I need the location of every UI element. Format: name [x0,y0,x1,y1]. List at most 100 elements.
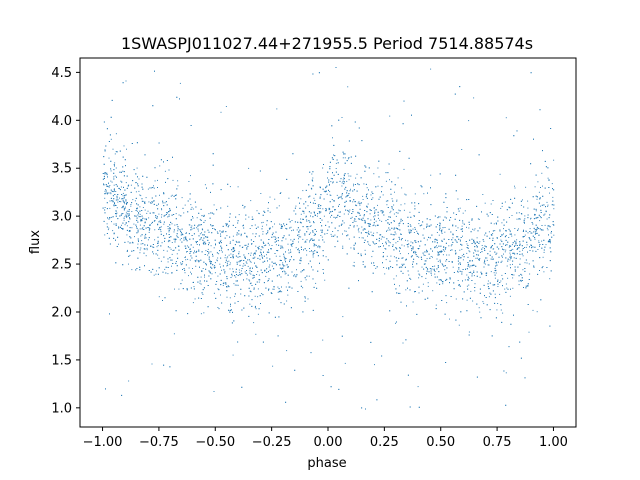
data-point [238,233,240,235]
data-point [452,233,454,235]
data-point [217,288,219,290]
data-point [133,250,135,252]
data-point [204,231,206,233]
data-point [525,259,527,261]
data-point [302,226,304,228]
data-point [526,244,528,246]
data-point [530,239,532,241]
data-point [429,219,431,221]
data-point [137,204,139,206]
data-point [285,272,287,274]
data-point [233,283,235,285]
data-point [109,185,111,186]
data-point [276,108,278,110]
data-point [148,229,150,231]
data-point [322,208,324,210]
data-point [233,250,235,252]
data-point [509,256,511,258]
data-point [103,156,105,158]
data-point [118,243,119,245]
data-point [161,208,162,210]
data-point [409,289,411,291]
data-point [279,259,281,261]
data-point [308,233,310,235]
data-point [128,255,130,257]
data-point [175,310,177,312]
data-point [141,186,143,188]
data-point [533,266,535,268]
data-point [532,309,534,311]
data-point [244,256,246,258]
data-point [110,197,112,199]
data-point [205,236,207,238]
data-point [298,236,300,238]
data-point [343,177,345,179]
data-point [297,197,299,199]
data-point [381,212,383,214]
data-point [411,114,412,116]
data-point [394,283,395,285]
data-point [510,257,512,259]
data-point [318,72,320,74]
data-point [258,281,260,283]
data-point [437,266,439,268]
data-point [147,227,149,228]
data-point [330,177,332,179]
data-point [350,175,352,177]
data-point [487,283,489,285]
data-point [498,248,500,250]
data-point [334,246,336,248]
data-point [151,197,153,199]
data-point [121,227,123,229]
data-point [104,177,105,179]
data-point [229,264,231,266]
data-point [255,308,257,310]
data-point [139,213,141,215]
data-point [495,265,497,267]
data-point [499,282,501,283]
data-point [363,215,365,217]
data-point [380,234,382,236]
data-point [110,180,112,182]
data-point [178,249,180,251]
data-point [541,229,543,231]
data-point [511,215,513,216]
data-point [292,240,294,242]
data-point [486,257,488,259]
data-point [149,187,151,189]
data-point [476,241,478,243]
data-point [148,231,150,233]
data-point [181,263,183,265]
data-point [135,173,137,175]
data-point [429,268,431,270]
data-point [318,205,320,207]
data-point [360,177,362,179]
data-point [505,239,507,241]
data-point [185,256,186,258]
data-point [159,227,161,229]
data-point [378,217,379,219]
data-point [484,245,486,247]
data-point [350,156,352,158]
data-point [450,217,452,218]
data-point [172,156,173,158]
data-point [307,226,309,228]
data-point [168,229,170,231]
data-point [315,282,317,284]
data-point [415,291,416,292]
data-point [427,285,429,287]
data-point [140,216,142,218]
data-point [341,117,343,118]
data-point [262,233,264,235]
data-point [539,270,540,271]
data-point [258,279,260,281]
data-point [403,100,405,102]
data-point [175,213,177,215]
data-point [288,197,290,199]
data-point [507,288,509,290]
data-point [308,275,310,277]
data-point [185,238,187,240]
data-point [259,255,261,257]
data-point [485,232,487,234]
data-point [144,222,146,224]
